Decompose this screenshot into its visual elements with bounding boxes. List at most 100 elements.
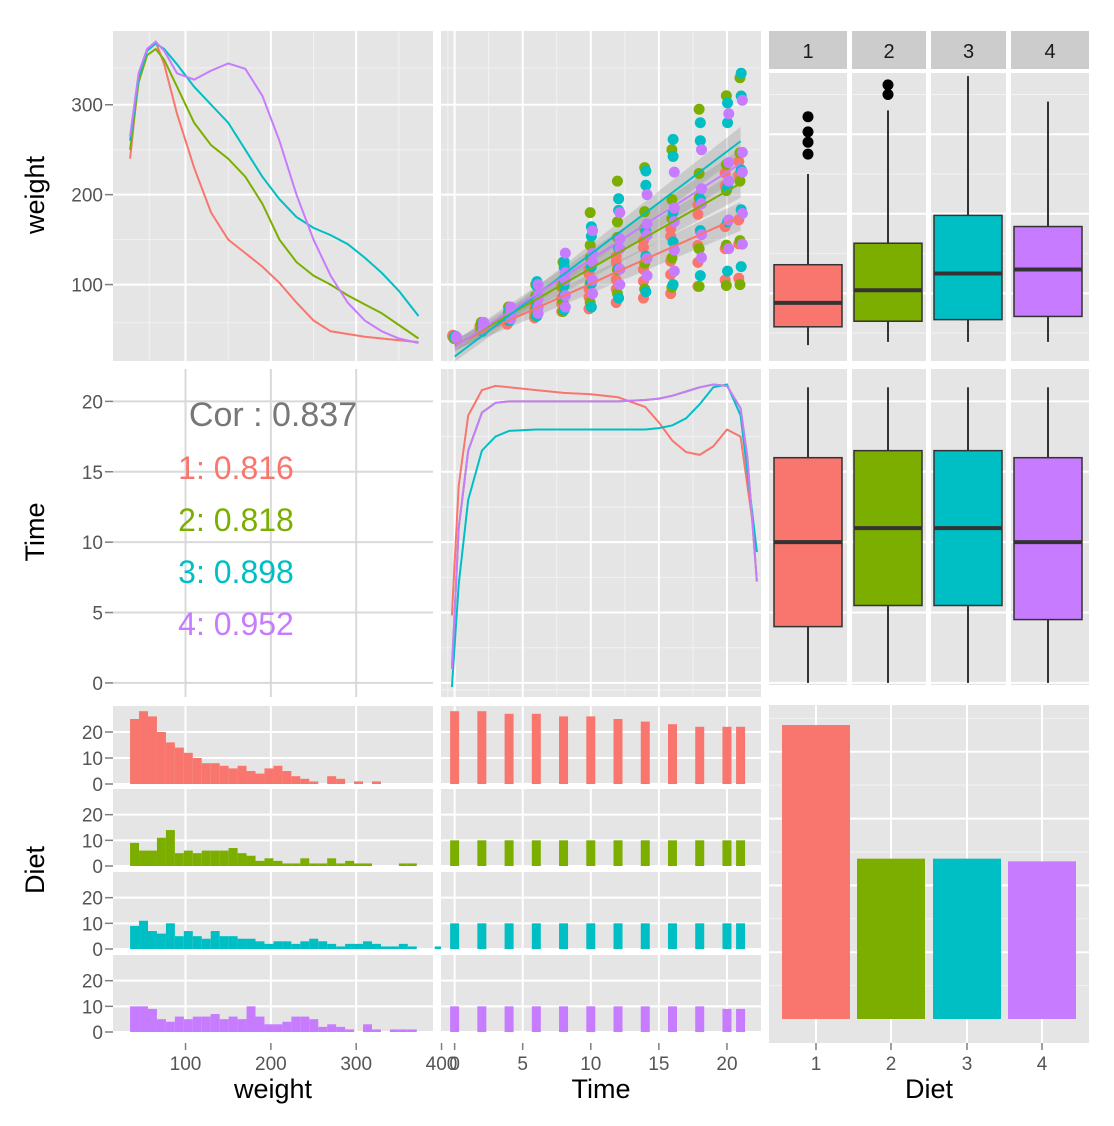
histogram-bar (282, 863, 292, 866)
histogram-bar (345, 943, 355, 949)
histogram-bar (336, 946, 346, 949)
histogram-bar (237, 1019, 247, 1032)
histogram-bar (273, 1024, 283, 1032)
scatter-point (587, 274, 599, 286)
histogram-bar (531, 923, 541, 949)
scatter-point (735, 261, 747, 273)
histogram-bar (219, 1019, 229, 1032)
histogram-bar (613, 840, 623, 866)
histogram-bar (192, 936, 202, 949)
histogram-bar (327, 858, 337, 866)
histogram-bar (282, 941, 292, 949)
scatter-point (693, 280, 705, 292)
scatter-point (614, 279, 626, 291)
histogram-bar (640, 840, 650, 866)
histogram-bar (139, 711, 148, 784)
histogram-bar (380, 946, 390, 949)
histogram-bar (613, 923, 623, 949)
histogram-panel-background (113, 955, 433, 1032)
histogram-bar (336, 863, 346, 866)
histogram-bar (156, 933, 166, 949)
histogram-bar (183, 1019, 193, 1032)
histogram-bar (667, 724, 677, 784)
scatter-point (614, 207, 626, 219)
scatter-point (723, 175, 735, 187)
histogram-bar (531, 1006, 541, 1032)
y-tick-count: 10 (82, 831, 103, 852)
x-tick-time: 20 (716, 1054, 737, 1075)
x-tick-diet: 4 (1037, 1054, 1048, 1075)
histogram-bar (477, 923, 487, 949)
panel-background (441, 369, 761, 697)
histogram-panel-background (441, 706, 761, 784)
histogram-bar (210, 850, 220, 866)
histogram-bar (327, 943, 337, 949)
histogram-bar (398, 943, 408, 949)
time-histogram-diet-4 (450, 1006, 746, 1032)
histogram-bar (667, 840, 677, 866)
histogram-bar (237, 938, 247, 949)
histogram-bar (559, 716, 569, 784)
box (933, 214, 1003, 321)
histogram-bar (531, 713, 541, 784)
outlier-point (802, 111, 814, 123)
density-line-diet-1 (450, 384, 758, 616)
scatter-point (532, 279, 544, 291)
histogram-bar (264, 768, 274, 784)
histogram-bar (450, 840, 460, 866)
weight-boxplot-diet-4 (1013, 101, 1083, 342)
box (1013, 456, 1083, 621)
histogram-bar (371, 781, 381, 784)
histogram-bar (156, 1019, 166, 1032)
histogram-bar (389, 946, 399, 949)
facet-strip-2 (852, 31, 926, 69)
histogram-bar (309, 781, 319, 784)
x-axis-title-diet: Diet (905, 1074, 954, 1104)
scatter-point (734, 175, 746, 187)
histogram-bar (336, 778, 346, 784)
scatter-point (587, 225, 599, 237)
histogram-bar (228, 768, 238, 784)
histogram-bar (246, 1006, 256, 1032)
gridlines (441, 369, 761, 697)
histogram-bar (722, 840, 732, 866)
scatter-point (723, 243, 735, 255)
histogram-bar (255, 1016, 265, 1032)
histogram-bar (228, 1016, 238, 1032)
scatter-point (736, 146, 748, 158)
outlier-point (802, 126, 814, 138)
correlation-diet-3: 3: 0.898 (178, 554, 294, 590)
histogram-bar (264, 1024, 274, 1032)
scatter-point (696, 252, 708, 264)
histogram-bar (192, 853, 202, 866)
histogram-bar (183, 850, 193, 866)
outlier-point (882, 79, 894, 91)
histogram-bar (300, 941, 310, 949)
scatter-point (559, 301, 571, 313)
histogram-bar (300, 858, 310, 866)
histogram-bar (695, 726, 705, 784)
histogram-bar (354, 863, 364, 866)
histogram-bar (147, 850, 157, 866)
facet-strip-1 (769, 31, 847, 69)
histogram-bar (613, 1006, 623, 1032)
x-tick-time: 0 (449, 1054, 460, 1075)
histogram-bar (165, 742, 175, 784)
histogram-bar (219, 850, 229, 866)
scatter-point (640, 179, 652, 191)
histogram-bar (291, 943, 301, 949)
histogram-bar (327, 1024, 337, 1032)
histogram-bar (139, 1006, 148, 1032)
weight-boxplot-diet-1 (773, 111, 843, 346)
histogram-bar (174, 853, 184, 866)
histogram-bar (722, 726, 732, 784)
histogram-bar (586, 716, 596, 784)
time-histogram-diet-2 (450, 840, 746, 866)
scatter-point (734, 279, 746, 291)
time-histogram-diet-3 (450, 923, 746, 949)
correlation-diet-2: 2: 0.818 (178, 502, 294, 538)
histogram-bar (183, 931, 193, 949)
scatter-point (613, 193, 625, 205)
histogram-bar (255, 941, 265, 949)
